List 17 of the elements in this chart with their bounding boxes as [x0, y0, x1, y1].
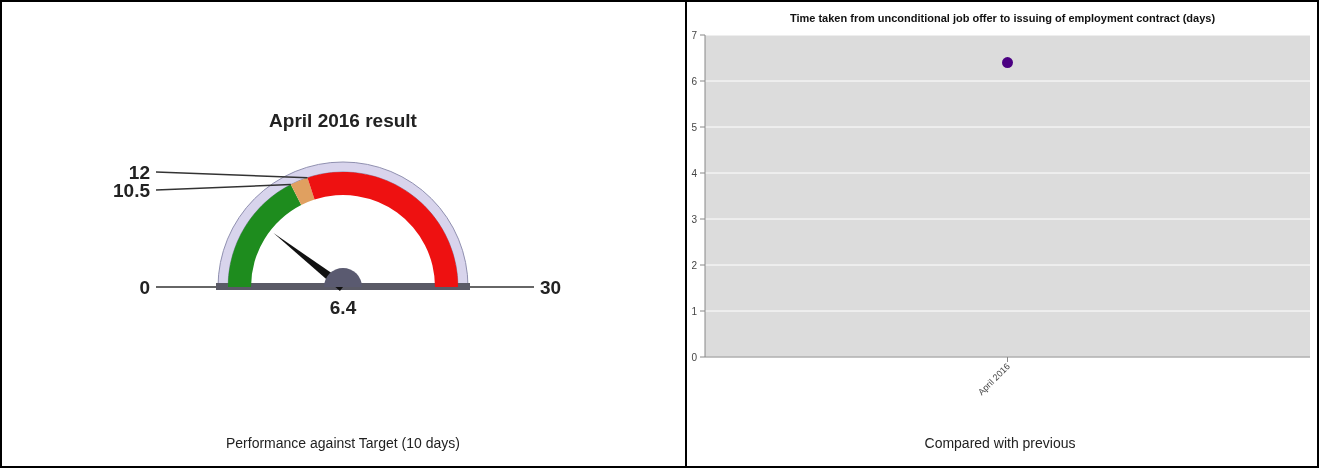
y-tick-label: 3 [691, 213, 698, 225]
y-tick-label: 1 [691, 305, 698, 317]
text: Compared with previous [924, 435, 1076, 451]
slice-label: 0 [139, 277, 150, 298]
chart-title: April 2016 result [269, 110, 418, 131]
y-tick-label: 7 [691, 29, 698, 41]
y-tick-label: 4 [691, 167, 698, 179]
text: 30 [540, 277, 562, 298]
text: Performance against Target (10 days) [226, 435, 460, 451]
slice-label: 12 [128, 162, 150, 183]
y-tick-label: 2 [691, 259, 698, 271]
chart-title: Time taken from unconditional job offer to issuing of employment contract (days) [789, 12, 1216, 24]
y-tick-label: 5 [691, 121, 698, 133]
y-tick-label: 0 [691, 351, 698, 363]
text: 6.4 [329, 297, 357, 318]
y-tick-label: 6 [691, 75, 698, 87]
slice-label: 10.5 [113, 180, 151, 201]
